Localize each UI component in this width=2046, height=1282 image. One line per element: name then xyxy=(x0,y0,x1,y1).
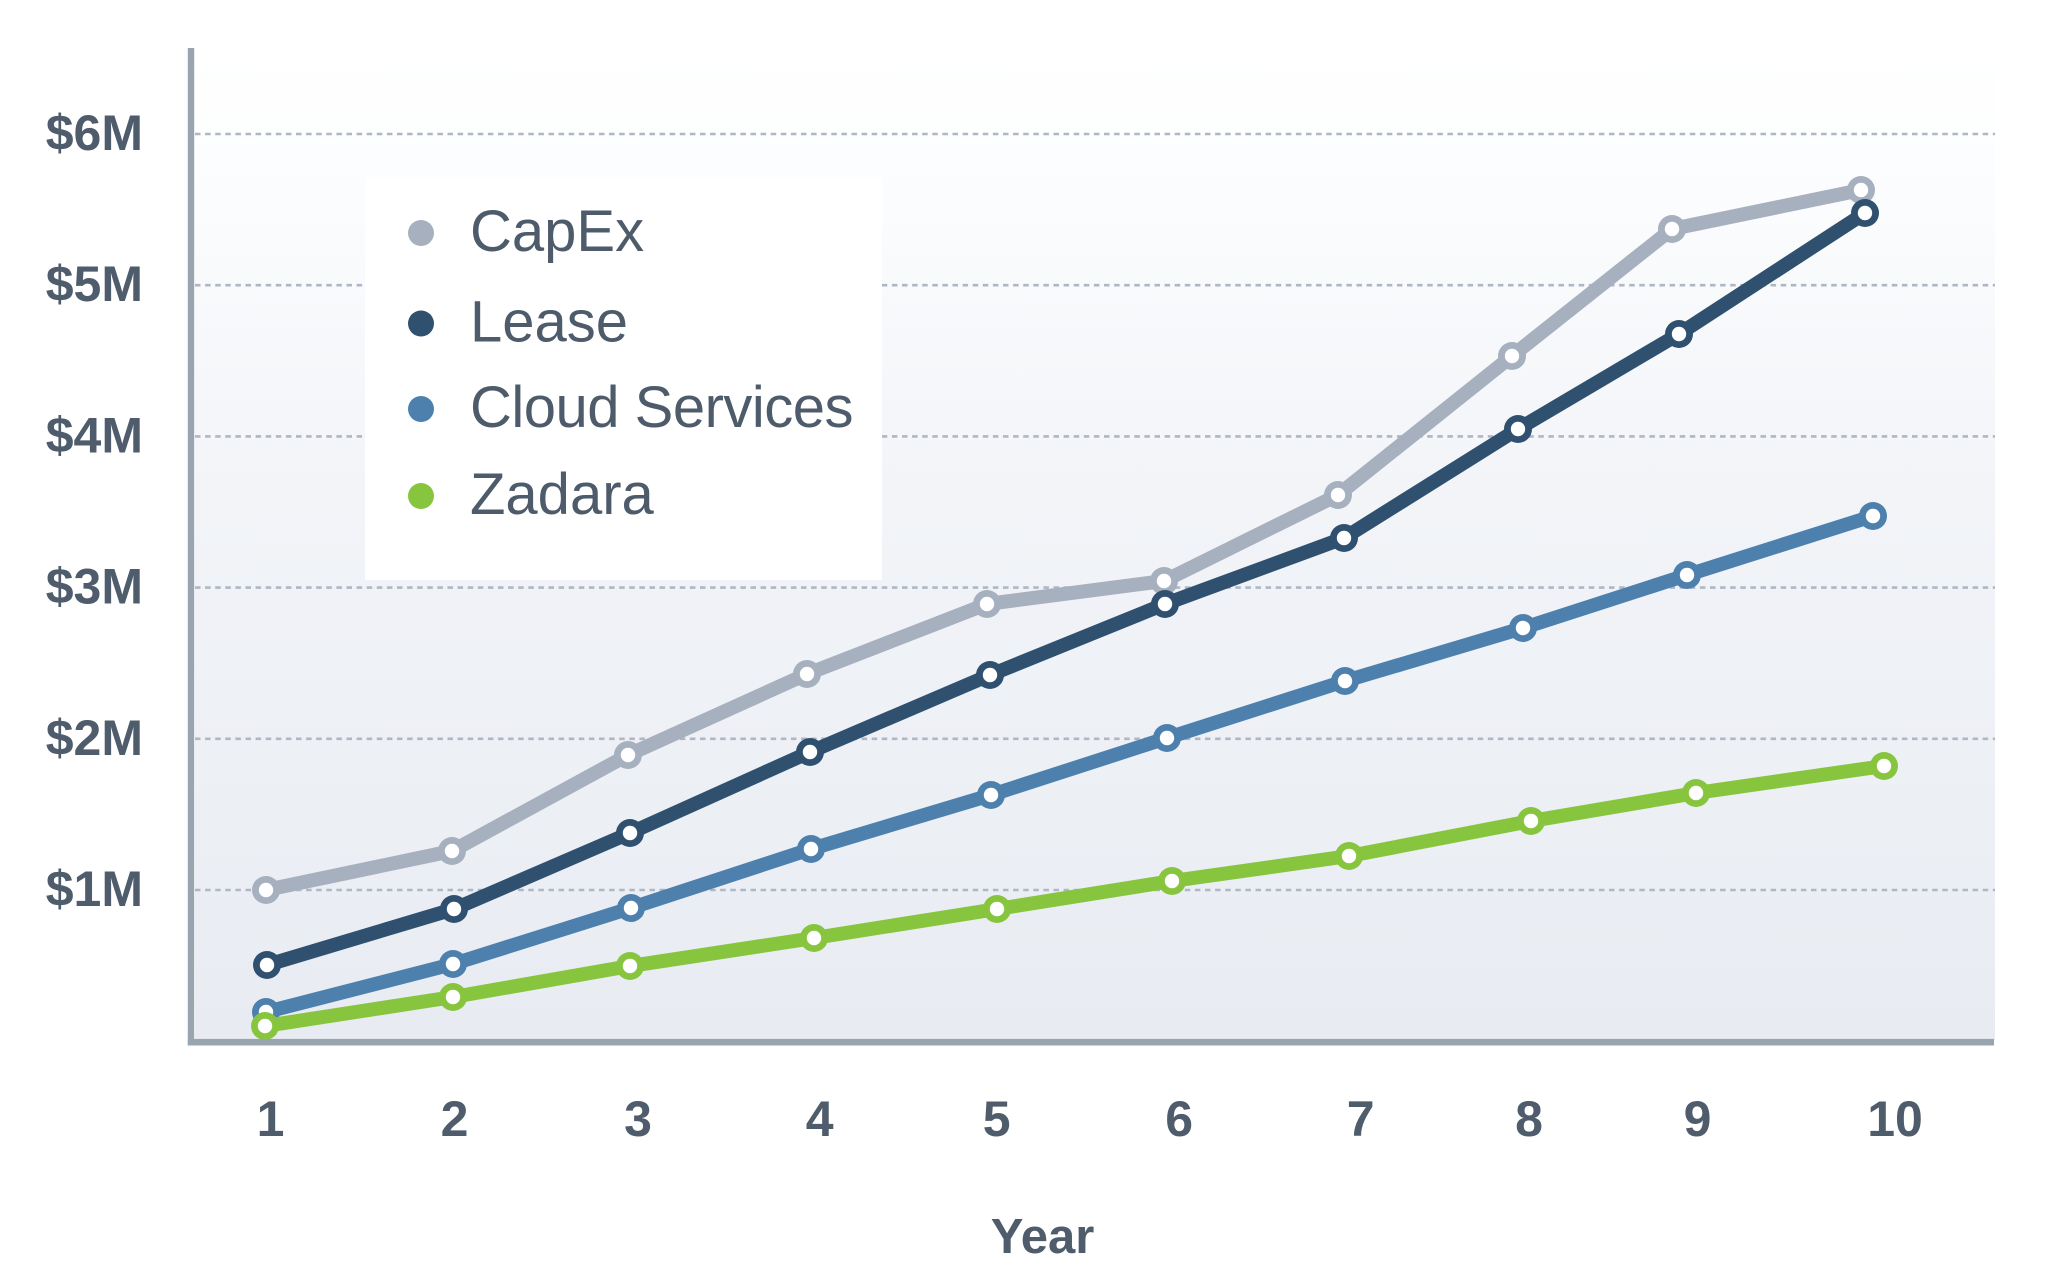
svg-text:$6M: $6M xyxy=(46,105,143,161)
svg-text:$4M: $4M xyxy=(46,407,143,463)
svg-text:1: 1 xyxy=(257,1091,285,1147)
svg-text:$3M: $3M xyxy=(46,559,143,615)
svg-text:10: 10 xyxy=(1867,1091,1923,1147)
svg-text:4: 4 xyxy=(806,1091,834,1147)
svg-text:3: 3 xyxy=(624,1091,652,1147)
svg-text:6: 6 xyxy=(1165,1091,1193,1147)
svg-text:8: 8 xyxy=(1515,1091,1543,1147)
svg-text:Year: Year xyxy=(991,1210,1095,1264)
svg-text:Zadara: Zadara xyxy=(470,462,655,527)
svg-text:Lease: Lease xyxy=(470,290,628,355)
svg-text:$5M: $5M xyxy=(46,256,143,312)
svg-text:$2M: $2M xyxy=(46,710,143,766)
svg-text:CapEx: CapEx xyxy=(470,199,644,264)
svg-text:2: 2 xyxy=(441,1091,469,1147)
svg-text:5: 5 xyxy=(983,1091,1011,1147)
svg-text:7: 7 xyxy=(1347,1091,1375,1147)
svg-text:$1M: $1M xyxy=(46,861,143,917)
svg-text:Cloud Services: Cloud Services xyxy=(470,375,853,440)
svg-text:9: 9 xyxy=(1684,1091,1712,1147)
